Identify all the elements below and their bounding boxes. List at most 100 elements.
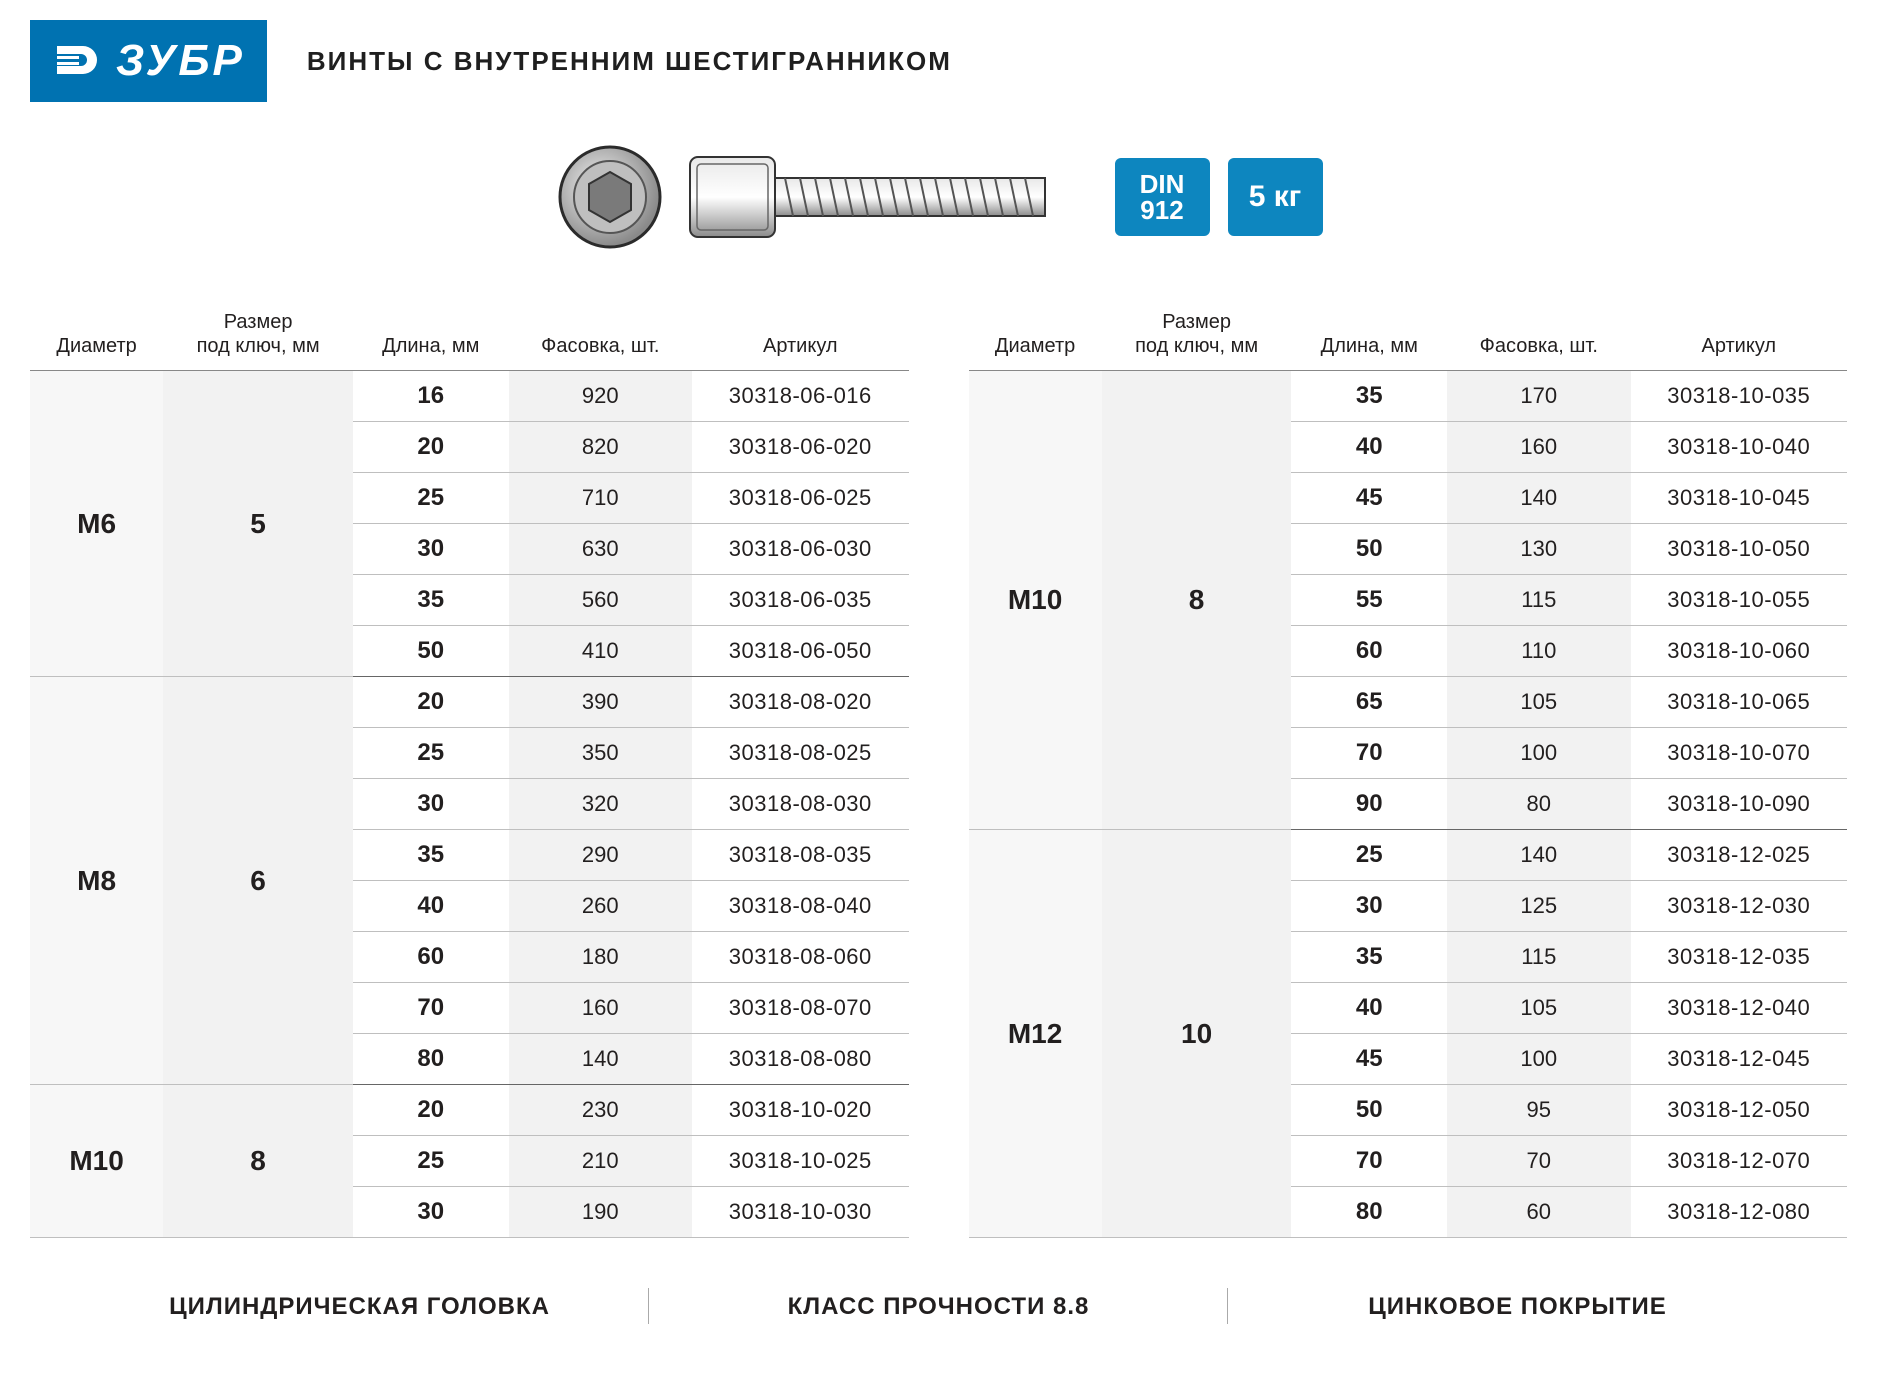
- length-cell: 35: [1291, 371, 1447, 422]
- din-badge: DIN 912: [1115, 158, 1210, 236]
- key-size-cell: 8: [163, 1085, 353, 1238]
- key-size-cell: 5: [163, 371, 353, 677]
- spec-table-left: ДиаметрРазмерпод ключ, ммДлина, ммФасовк…: [30, 302, 909, 1238]
- brand-logo: ЗУБР: [30, 20, 267, 102]
- column-header: Фасовка, шт.: [1447, 302, 1631, 371]
- quantity-cell: 230: [509, 1085, 693, 1136]
- table-row: M862039030318-08-020: [30, 677, 909, 728]
- length-cell: 20: [353, 1085, 509, 1136]
- quantity-cell: 560: [509, 575, 693, 626]
- article-cell: 30318-08-040: [692, 881, 908, 932]
- quantity-cell: 920: [509, 371, 693, 422]
- quantity-cell: 100: [1447, 1034, 1631, 1085]
- tables-container: ДиаметрРазмерпод ключ, ммДлина, ммФасовк…: [30, 302, 1847, 1238]
- length-cell: 45: [1291, 1034, 1447, 1085]
- badges: DIN 912 5 кг: [1115, 158, 1323, 236]
- article-cell: 30318-08-035: [692, 830, 908, 881]
- column-header: Диаметр: [30, 302, 163, 371]
- length-cell: 50: [1291, 1085, 1447, 1136]
- quantity-cell: 110: [1447, 626, 1631, 677]
- key-size-cell: 8: [1102, 371, 1292, 830]
- quantity-cell: 410: [509, 626, 693, 677]
- key-size-cell: 10: [1102, 830, 1292, 1238]
- length-cell: 40: [1291, 422, 1447, 473]
- article-cell: 30318-08-025: [692, 728, 908, 779]
- footer-item: ЦИНКОВОЕ ПОКРЫТИЕ: [1228, 1293, 1807, 1321]
- quantity-cell: 125: [1447, 881, 1631, 932]
- table-row: M12102514030318-12-025: [969, 830, 1848, 881]
- length-cell: 60: [353, 932, 509, 983]
- quantity-cell: 390: [509, 677, 693, 728]
- quantity-cell: 180: [509, 932, 693, 983]
- length-cell: 20: [353, 422, 509, 473]
- article-cell: 30318-12-050: [1631, 1085, 1847, 1136]
- badge-line1: DIN: [1140, 171, 1185, 197]
- length-cell: 20: [353, 677, 509, 728]
- article-cell: 30318-06-035: [692, 575, 908, 626]
- length-cell: 50: [1291, 524, 1447, 575]
- footer-item: КЛАСС ПРОЧНОСТИ 8.8: [649, 1293, 1228, 1321]
- diameter-cell: M6: [30, 371, 163, 677]
- column-header: Размерпод ключ, мм: [1102, 302, 1292, 371]
- length-cell: 30: [353, 524, 509, 575]
- quantity-cell: 710: [509, 473, 693, 524]
- length-cell: 50: [353, 626, 509, 677]
- quantity-cell: 105: [1447, 677, 1631, 728]
- length-cell: 80: [1291, 1187, 1447, 1238]
- article-cell: 30318-08-070: [692, 983, 908, 1034]
- diameter-cell: M10: [30, 1085, 163, 1238]
- quantity-cell: 115: [1447, 575, 1631, 626]
- quantity-cell: 630: [509, 524, 693, 575]
- article-cell: 30318-12-025: [1631, 830, 1847, 881]
- length-cell: 30: [353, 1187, 509, 1238]
- page-title: ВИНТЫ С ВНУТРЕННИМ ШЕСТИГРАННИКОМ: [307, 46, 952, 77]
- length-cell: 30: [1291, 881, 1447, 932]
- badge-line1: 5 кг: [1249, 182, 1302, 212]
- length-cell: 70: [1291, 1136, 1447, 1187]
- article-cell: 30318-10-035: [1631, 371, 1847, 422]
- quantity-cell: 105: [1447, 983, 1631, 1034]
- quantity-cell: 190: [509, 1187, 693, 1238]
- key-size-cell: 6: [163, 677, 353, 1085]
- weight-badge: 5 кг: [1228, 158, 1323, 236]
- column-header: Длина, мм: [1291, 302, 1447, 371]
- length-cell: 90: [1291, 779, 1447, 830]
- quantity-cell: 80: [1447, 779, 1631, 830]
- article-cell: 30318-06-020: [692, 422, 908, 473]
- article-cell: 30318-10-045: [1631, 473, 1847, 524]
- header: ЗУБР ВИНТЫ С ВНУТРЕННИМ ШЕСТИГРАННИКОМ: [30, 20, 1847, 102]
- length-cell: 25: [1291, 830, 1447, 881]
- column-header: Длина, мм: [353, 302, 509, 371]
- diameter-cell: M12: [969, 830, 1102, 1238]
- column-header: Фасовка, шт.: [509, 302, 693, 371]
- article-cell: 30318-10-060: [1631, 626, 1847, 677]
- article-cell: 30318-10-030: [692, 1187, 908, 1238]
- length-cell: 35: [353, 830, 509, 881]
- length-cell: 55: [1291, 575, 1447, 626]
- article-cell: 30318-10-090: [1631, 779, 1847, 830]
- article-cell: 30318-10-025: [692, 1136, 908, 1187]
- article-cell: 30318-10-065: [1631, 677, 1847, 728]
- quantity-cell: 210: [509, 1136, 693, 1187]
- article-cell: 30318-08-080: [692, 1034, 908, 1085]
- length-cell: 60: [1291, 626, 1447, 677]
- length-cell: 30: [353, 779, 509, 830]
- article-cell: 30318-12-030: [1631, 881, 1847, 932]
- length-cell: 35: [1291, 932, 1447, 983]
- length-cell: 40: [1291, 983, 1447, 1034]
- article-cell: 30318-10-040: [1631, 422, 1847, 473]
- badge-line2: 912: [1140, 197, 1183, 223]
- table-row: M1082023030318-10-020: [30, 1085, 909, 1136]
- length-cell: 70: [1291, 728, 1447, 779]
- article-cell: 30318-12-035: [1631, 932, 1847, 983]
- table-row: M651692030318-06-016: [30, 371, 909, 422]
- article-cell: 30318-12-040: [1631, 983, 1847, 1034]
- quantity-cell: 350: [509, 728, 693, 779]
- quantity-cell: 60: [1447, 1187, 1631, 1238]
- article-cell: 30318-06-025: [692, 473, 908, 524]
- logo-text: ЗУБР: [116, 36, 245, 86]
- article-cell: 30318-12-045: [1631, 1034, 1847, 1085]
- quantity-cell: 130: [1447, 524, 1631, 575]
- length-cell: 40: [353, 881, 509, 932]
- quantity-cell: 140: [509, 1034, 693, 1085]
